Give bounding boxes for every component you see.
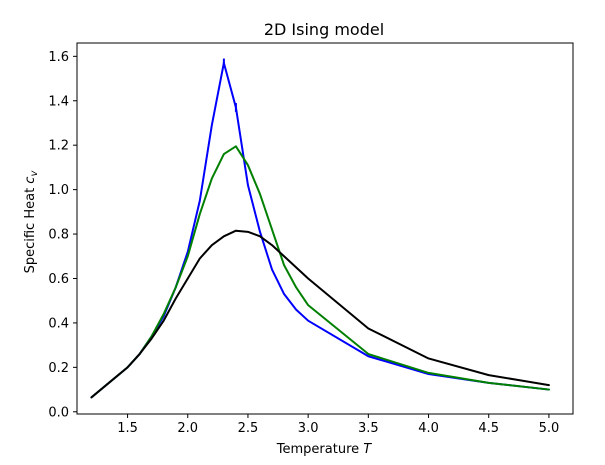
x-axis-label-text: Temperature [276, 442, 363, 457]
y-axis-label: Specific Heat cv [23, 170, 40, 274]
y-tick-label: 0.4 [48, 316, 69, 331]
y-axis-label-text: Specific Heat [23, 184, 38, 274]
x-axis-label-symbol: T [363, 442, 372, 457]
x-tick-label: 4.0 [418, 421, 439, 436]
x-tick-label: 1.5 [117, 421, 138, 436]
y-tick-label: 1.4 [48, 94, 69, 109]
x-tick-label: 3.5 [358, 421, 379, 436]
x-axis-label: Temperature T [276, 442, 372, 457]
y-tick-label: 1.6 [48, 50, 69, 65]
y-tick-label: 0.6 [48, 272, 69, 287]
x-tick-label: 5.0 [539, 421, 560, 436]
y-tick-label: 0.8 [48, 228, 69, 243]
y-tick-label: 1.2 [48, 139, 69, 154]
x-tick-label: 3.0 [298, 421, 319, 436]
y-tick-label: 0.0 [48, 405, 69, 420]
y-tick-label: 1.0 [48, 183, 69, 198]
y-axis-label-symbol: c [23, 177, 38, 184]
chart-title: 2D Ising model [264, 20, 384, 39]
x-tick-label: 4.5 [478, 421, 499, 436]
x-tick-label: 2.0 [177, 421, 198, 436]
x-tick-label: 2.5 [238, 421, 259, 436]
y-tick-label: 0.2 [48, 361, 69, 376]
